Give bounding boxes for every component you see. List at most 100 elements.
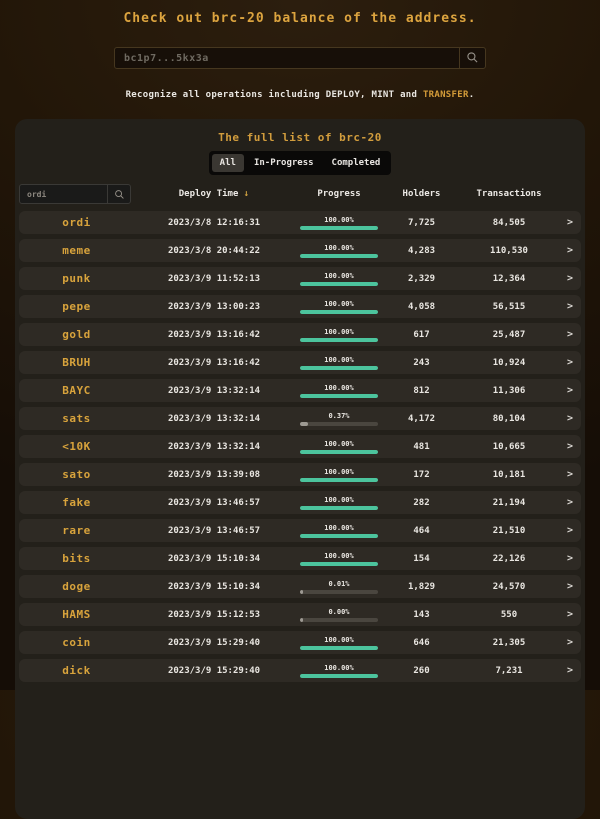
chevron-right-icon[interactable]: > xyxy=(566,385,574,396)
tab-completed[interactable]: Completed xyxy=(331,158,381,168)
token-name: <10K xyxy=(62,440,91,453)
column-header-transactions[interactable]: Transactions xyxy=(476,189,542,199)
table-row[interactable]: HAMS 2023/3/9 15:12:53 0.00% 143 550 > xyxy=(19,603,581,626)
token-filter-input[interactable] xyxy=(20,185,107,203)
progress-label: 100.00% xyxy=(324,355,354,364)
address-search-button[interactable] xyxy=(459,48,485,68)
transactions-value: 25,487 xyxy=(492,329,526,340)
holders-value: 243 xyxy=(413,357,430,368)
progress-track xyxy=(300,337,378,342)
deploy-time-value: 2023/3/9 15:29:40 xyxy=(167,665,261,676)
progress-cell: 100.00% xyxy=(294,468,384,482)
transactions-value: 550 xyxy=(500,609,518,620)
chevron-right-icon[interactable]: > xyxy=(566,273,574,284)
holders-value: 812 xyxy=(413,385,430,396)
chevron-right-icon[interactable]: > xyxy=(566,245,574,256)
progress-track xyxy=(300,505,378,510)
column-header-holders[interactable]: Holders xyxy=(402,189,441,199)
transactions-value: 21,194 xyxy=(492,497,526,508)
chevron-right-icon[interactable]: > xyxy=(566,217,574,228)
token-filter-search-button[interactable] xyxy=(107,185,130,203)
tab-in-progress[interactable]: In-Progress xyxy=(253,158,314,168)
deploy-time-value: 2023/3/9 13:16:42 xyxy=(167,357,261,368)
chevron-right-icon[interactable]: > xyxy=(566,469,574,480)
chevron-right-icon[interactable]: > xyxy=(566,441,574,452)
table-row[interactable]: ordi 2023/3/8 12:16:31 100.00% 7,725 84,… xyxy=(19,211,581,234)
table-row[interactable]: coin 2023/3/9 15:29:40 100.00% 646 21,30… xyxy=(19,631,581,654)
chevron-right-icon[interactable]: > xyxy=(566,525,574,536)
token-name: HAMS xyxy=(62,608,91,621)
transactions-value: 10,665 xyxy=(492,441,526,452)
progress-track xyxy=(300,477,378,482)
progress-cell: 100.00% xyxy=(294,328,384,342)
table-row[interactable]: meme 2023/3/8 20:44:22 100.00% 4,283 110… xyxy=(19,239,581,262)
table-row[interactable]: rare 2023/3/9 13:46:57 100.00% 464 21,51… xyxy=(19,519,581,542)
progress-track xyxy=(300,281,378,286)
holders-value: 2,329 xyxy=(407,273,436,284)
chevron-right-icon[interactable]: > xyxy=(566,329,574,340)
table-row[interactable]: gold 2023/3/9 13:16:42 100.00% 617 25,48… xyxy=(19,323,581,346)
chevron-right-icon[interactable]: > xyxy=(566,301,574,312)
table-row[interactable]: doge 2023/3/9 15:10:34 0.01% 1,829 24,57… xyxy=(19,575,581,598)
chevron-right-icon[interactable]: > xyxy=(566,553,574,564)
chevron-right-icon[interactable]: > xyxy=(566,497,574,508)
table-row[interactable]: fake 2023/3/9 13:46:57 100.00% 282 21,19… xyxy=(19,491,581,514)
progress-track xyxy=(300,589,378,594)
column-header-deploy-time[interactable]: Deploy Time ↓ xyxy=(134,189,294,199)
table-row[interactable]: punk 2023/3/9 11:52:13 100.00% 2,329 12,… xyxy=(19,267,581,290)
token-name: gold xyxy=(62,328,91,341)
progress-cell: 100.00% xyxy=(294,440,384,454)
token-name: BAYC xyxy=(62,384,91,397)
progress-cell: 100.00% xyxy=(294,552,384,566)
deploy-time-value: 2023/3/9 11:52:13 xyxy=(167,273,261,284)
table-row[interactable]: sato 2023/3/9 13:39:08 100.00% 172 10,18… xyxy=(19,463,581,486)
deploy-time-value: 2023/3/9 13:16:42 xyxy=(167,329,261,340)
table-row[interactable]: pepe 2023/3/9 13:00:23 100.00% 4,058 56,… xyxy=(19,295,581,318)
table-row[interactable]: BRUH 2023/3/9 13:16:42 100.00% 243 10,92… xyxy=(19,351,581,374)
deploy-time-value: 2023/3/9 15:10:34 xyxy=(167,553,261,564)
token-name: ordi xyxy=(62,216,91,229)
chevron-right-icon[interactable]: > xyxy=(566,413,574,424)
chevron-right-icon[interactable]: > xyxy=(566,357,574,368)
holders-value: 154 xyxy=(413,553,430,564)
operations-note: Recognize all operations including DEPLO… xyxy=(0,90,600,100)
progress-fill xyxy=(300,617,303,622)
transactions-value: 10,924 xyxy=(492,357,526,368)
progress-cell: 100.00% xyxy=(294,664,384,678)
progress-fill xyxy=(300,225,378,230)
address-search-bar xyxy=(114,47,486,69)
table-row[interactable]: <10K 2023/3/9 13:32:14 100.00% 481 10,66… xyxy=(19,435,581,458)
chevron-right-icon[interactable]: > xyxy=(566,609,574,620)
token-name: doge xyxy=(62,580,91,593)
tab-all[interactable]: All xyxy=(211,154,244,172)
holders-value: 464 xyxy=(413,525,430,536)
progress-cell: 100.00% xyxy=(294,384,384,398)
deploy-time-value: 2023/3/9 13:46:57 xyxy=(167,497,261,508)
table-row[interactable]: sats 2023/3/9 13:32:14 0.37% 4,172 80,10… xyxy=(19,407,581,430)
brc20-list-panel: The full list of brc-20 All In-Progress Co… xyxy=(15,119,585,819)
deploy-time-label: Deploy Time xyxy=(178,189,239,199)
column-header-progress[interactable]: Progress xyxy=(317,189,361,199)
note-prefix: Recognize all operations including DEPLO… xyxy=(125,90,423,100)
table-row[interactable]: BAYC 2023/3/9 13:32:14 100.00% 812 11,30… xyxy=(19,379,581,402)
table-header-row: Deploy Time ↓ Progress Holders Transacti… xyxy=(19,184,581,204)
progress-label: 100.00% xyxy=(324,271,354,280)
transactions-value: 10,181 xyxy=(492,469,526,480)
progress-label: 100.00% xyxy=(324,243,354,252)
chevron-right-icon[interactable]: > xyxy=(566,637,574,648)
chevron-right-icon[interactable]: > xyxy=(566,665,574,676)
table-row[interactable]: dick 2023/3/9 15:29:40 100.00% 260 7,231… xyxy=(19,659,581,682)
progress-cell: 0.01% xyxy=(294,580,384,594)
deploy-time-value: 2023/3/9 13:32:14 xyxy=(167,441,261,452)
transactions-value: 21,510 xyxy=(492,525,526,536)
progress-label: 100.00% xyxy=(324,467,354,476)
table-row[interactable]: bits 2023/3/9 15:10:34 100.00% 154 22,12… xyxy=(19,547,581,570)
search-icon xyxy=(114,185,125,204)
holders-value: 7,725 xyxy=(407,217,436,228)
deploy-time-value: 2023/3/9 13:32:14 xyxy=(167,413,261,424)
deploy-time-value: 2023/3/9 13:32:14 xyxy=(167,385,261,396)
progress-fill xyxy=(300,365,378,370)
progress-fill xyxy=(300,253,378,258)
address-search-input[interactable] xyxy=(115,48,459,68)
chevron-right-icon[interactable]: > xyxy=(566,581,574,592)
